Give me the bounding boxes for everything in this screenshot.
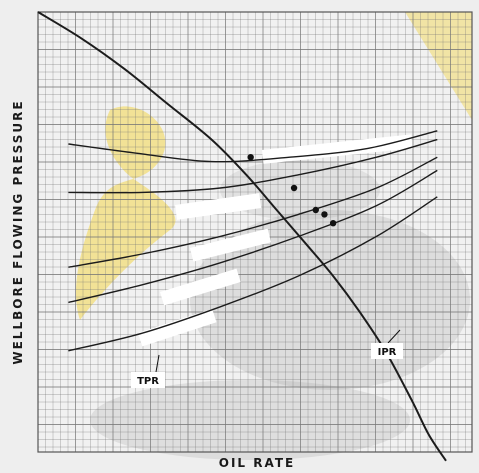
y-axis-title: WELLBORE FLOWING PRESSURE (11, 99, 25, 364)
tpr-curve-5 (68, 196, 438, 352)
ipr-leader-line (387, 329, 401, 344)
intersection-points (247, 154, 337, 227)
tpr-curve-2 (68, 138, 438, 194)
ipr-label-box (371, 343, 403, 359)
ipr-curve (37, 11, 447, 462)
tpr-curves (68, 130, 438, 352)
highlight-band (160, 268, 241, 306)
tpr-leader-line (155, 354, 160, 373)
tpr-label: TPR (137, 376, 159, 387)
highlight-band (138, 308, 217, 347)
intersection-point (329, 220, 337, 227)
shade-blob (90, 380, 410, 460)
highlight-corner (405, 12, 472, 120)
ipr-label: IPR (378, 347, 397, 358)
tpr-curve-1 (68, 130, 438, 163)
intersection-point (321, 211, 328, 218)
plot-frame (37, 11, 473, 453)
highlight-band (175, 193, 262, 220)
intersection-point (312, 206, 319, 214)
intersection-point (290, 184, 298, 192)
tpr-label-box (131, 372, 165, 388)
tpr-curve-4 (68, 169, 438, 304)
x-axis-title: OIL RATE (219, 456, 295, 470)
highlight-band (190, 228, 272, 262)
shade-blob (220, 160, 380, 220)
tpr-curve-3 (68, 156, 438, 268)
intersection-point (247, 154, 254, 161)
